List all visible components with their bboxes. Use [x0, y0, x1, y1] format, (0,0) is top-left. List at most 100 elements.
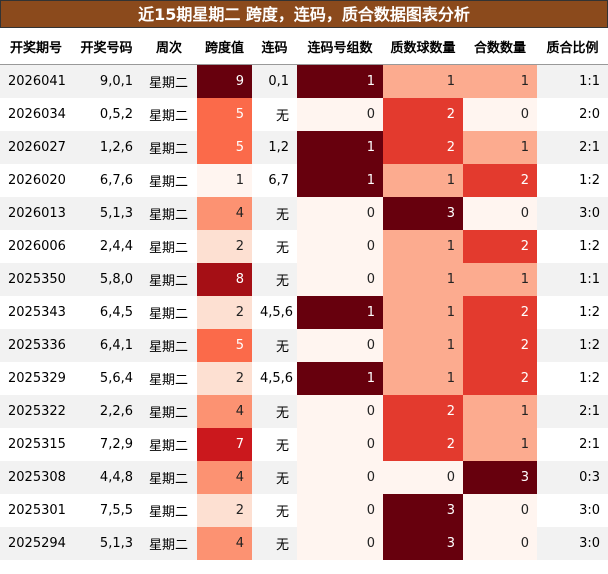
table-row: 2026027 1,2,6 星期二 5 1,2 1 2 1 2:1 — [0, 130, 608, 164]
table-cell: 5,6,4 — [99, 370, 133, 386]
table-cell: 1:2 — [579, 172, 600, 188]
table-body: 2026041 9,0,1 星期二 9 0,1 1 1 1 1:1 2026034 0,5,2 星期二… — [0, 64, 608, 560]
table-cell: 1 — [463, 262, 537, 296]
table-cell: 0,1 — [252, 64, 297, 98]
table-cell: 4,4,8 — [72, 460, 141, 494]
table-cell: 2 — [197, 229, 252, 263]
table-cell: 2:1 — [537, 130, 608, 164]
table-row: 2025301 7,5,5 星期二 2 无 0 3 0 3:0 — [0, 493, 608, 527]
table-cell: 3 — [383, 196, 463, 230]
table-cell: 3 — [383, 493, 463, 527]
table-cell: 0 — [463, 526, 537, 560]
table-cell: 0 — [463, 493, 537, 527]
table-cell: 2 — [383, 130, 463, 164]
table-cell: 0 — [297, 526, 383, 560]
table-cell: 星期二 — [141, 460, 197, 494]
table-cell: 无 — [252, 460, 297, 494]
table-cell: 2 — [463, 361, 537, 395]
table-cell: 1 — [383, 328, 463, 362]
column-header: 开奖期号 — [0, 28, 72, 65]
table-cell: 星期二 — [149, 174, 189, 190]
table-cell: 2,2,6 — [72, 394, 141, 428]
table-row: 2026034 0,5,2 星期二 5 无 0 2 0 2:0 — [0, 97, 608, 131]
table-cell: 1:1 — [537, 64, 608, 98]
table-cell: 2026020 — [8, 172, 66, 188]
table-cell: 0:3 — [537, 460, 608, 494]
table-cell: 1 — [297, 64, 383, 98]
table-cell: 2 — [197, 361, 252, 395]
table-cell: 1 — [383, 64, 463, 98]
table-cell: 3 — [463, 460, 537, 494]
table-cell: 无 — [252, 526, 297, 560]
table-cell: 星期二 — [141, 64, 197, 98]
table-row: 2025336 6,4,1 星期二 5 无 0 1 2 1:2 — [0, 328, 608, 362]
table-cell: 1 — [383, 229, 463, 263]
table-cell: 4 — [197, 196, 252, 230]
table-cell: 星期二 — [141, 328, 197, 362]
table-cell: 2026034 — [8, 106, 66, 122]
table-cell: 1 — [197, 163, 252, 197]
table-cell: 4 — [197, 460, 252, 494]
table-cell: 星期二 — [141, 262, 197, 296]
table-cell: 2025301 — [8, 502, 66, 518]
table-cell: 1 — [383, 163, 463, 197]
table-cell: 星期二 — [141, 196, 197, 230]
table-cell: 1 — [383, 361, 463, 395]
table-cell: 1 — [383, 295, 463, 329]
table-cell: 2:0 — [579, 106, 600, 122]
table-row: 2026013 5,1,3 星期二 4 无 0 3 0 3:0 — [0, 196, 608, 230]
table-cell: 3 — [383, 526, 463, 560]
table-cell: 5,8,0 — [72, 262, 141, 296]
table-cell: 3:0 — [537, 526, 608, 560]
table-cell: 7 — [197, 427, 252, 461]
table-cell: 1 — [463, 64, 537, 98]
table-cell: 无 — [252, 394, 297, 428]
table-cell: 5,1,3 — [72, 526, 141, 560]
table-cell: 星期二 — [149, 108, 189, 124]
table-cell: 2:1 — [537, 394, 608, 428]
table-cell: 5 — [197, 97, 252, 131]
table-cell: 2026006 — [8, 238, 66, 254]
table-cell: 2 — [383, 427, 463, 461]
table-cell: 无 — [252, 196, 297, 230]
table-cell: 9 — [197, 64, 252, 98]
table-cell: 0,5,2 — [99, 106, 133, 122]
table-cell: 2026027 — [0, 130, 72, 164]
table-cell: 2 — [463, 295, 537, 329]
table-row: 2025322 2,2,6 星期二 4 无 0 2 1 2:1 — [0, 394, 608, 428]
table-row: 2026041 9,0,1 星期二 9 0,1 1 1 1 1:1 — [0, 64, 608, 98]
table-cell: 2 — [197, 493, 252, 527]
table-cell: 4 — [197, 394, 252, 428]
title-bar: 近15期星期二 跨度，连码，质合数据图表分析 — [0, 0, 608, 28]
table-cell: 1:2 — [579, 370, 600, 386]
table-cell: 2 — [463, 229, 537, 263]
table-cell: 无 — [275, 240, 289, 256]
table-row: 2025315 7,2,9 星期二 7 无 0 2 1 2:1 — [0, 427, 608, 461]
table-cell: 6,7 — [268, 172, 289, 188]
table-row: 2026020 6,7,6 星期二 1 6,7 1 1 2 1:2 — [0, 163, 608, 197]
table-cell: 9,0,1 — [72, 64, 141, 98]
table-cell: 无 — [275, 504, 289, 520]
table-cell: 1 — [297, 130, 383, 164]
table-cell: 5 — [197, 130, 252, 164]
table-cell: 1 — [383, 262, 463, 296]
table-cell: 0 — [463, 97, 537, 131]
table-row: 2025350 5,8,0 星期二 8 无 0 1 1 1:1 — [0, 262, 608, 296]
table-cell: 0 — [297, 460, 383, 494]
table-cell: 0 — [297, 229, 383, 263]
table-cell: 4,5,6 — [260, 304, 294, 320]
table-cell: 1 — [463, 130, 537, 164]
table-cell: 2 — [383, 394, 463, 428]
column-header: 质合比例 — [537, 28, 608, 65]
table-cell: 1,2,6 — [72, 130, 141, 164]
table-cell: 2026013 — [0, 196, 72, 230]
table-row: 2025308 4,4,8 星期二 4 无 0 0 3 0:3 — [0, 460, 608, 494]
table-cell: 星期二 — [141, 130, 197, 164]
table-cell: 6,7,6 — [99, 172, 133, 188]
column-header: 跨度值 — [197, 28, 252, 65]
table-cell: 2,4,4 — [99, 238, 133, 254]
table-cell: 0 — [383, 460, 463, 494]
table-cell: 5 — [197, 328, 252, 362]
header-row: 开奖期号 开奖号码 周次 跨度值 连码 连码号组数 质数球数量 合数数量 质合比例 — [0, 28, 608, 65]
